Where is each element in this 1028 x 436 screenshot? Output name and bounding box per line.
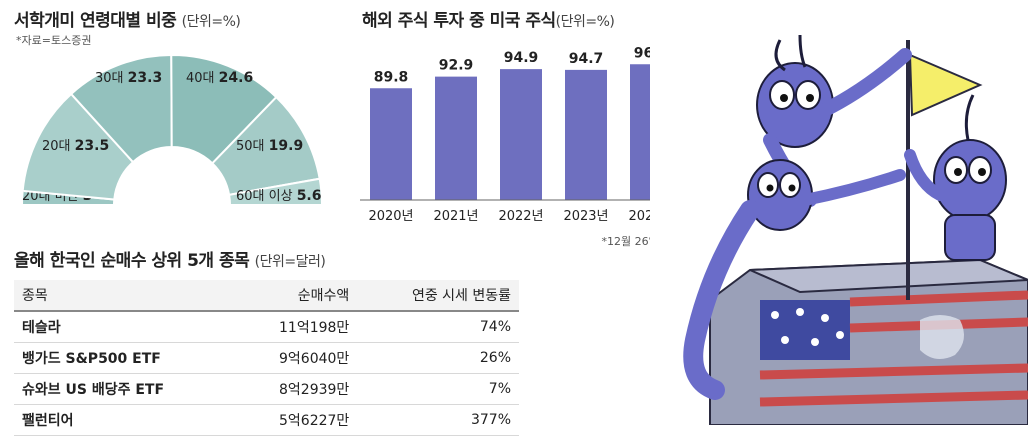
cell-net-buy: 9억6040만	[236, 342, 358, 374]
bar-value-label: 89.8	[374, 69, 409, 85]
table-row: 슈와브 US 배당주 ETF 8억2939만 7%	[14, 373, 519, 405]
slice-value: 23.5	[75, 138, 110, 154]
us-share-chart: 해외 주식 투자 중 미국 주식(단위=%) 89.8 2020년 92.9 2021…	[350, 0, 690, 250]
table-unit: (단위=달러)	[254, 254, 326, 270]
us-chart-unit: (단위=%)	[555, 14, 615, 30]
cell-net-buy: 11억198만	[236, 311, 358, 343]
slice-label: 20대 23.5	[42, 138, 109, 154]
cell-net-buy: 8억2939만	[236, 373, 358, 405]
slice-label: 50대 19.9	[236, 138, 303, 154]
age-chart-unit: (단위=%)	[181, 14, 241, 30]
us-chart-title: 해외 주식 투자 중 미국 주식(단위=%)	[362, 11, 615, 31]
cell-change: 7%	[357, 373, 519, 405]
table-title: 올해 한국인 순매수 상위 5개 종목 (단위=달러)	[14, 251, 326, 271]
cell-stock: 뱅가드 S&P500 ETF	[14, 342, 237, 374]
table-header-row: 종목 순매수액 연중 시세 변동률	[14, 280, 519, 312]
top-stocks-panel: 올해 한국인 순매수 상위 5개 종목 (단위=달러) 종목 순매수액 연중 시…	[0, 240, 535, 436]
cell-stock: 팰런티어	[14, 404, 237, 436]
slice-value: 19.9	[269, 138, 304, 154]
cell-change: 26%	[357, 342, 519, 374]
age-share-chart: 서학개미 연령대별 비중 (단위=%) *자료=토스증권 20대 미만 320대…	[0, 0, 345, 225]
bar-category-label: 2021년	[433, 209, 478, 224]
header-net-buy: 순매수액	[236, 280, 358, 312]
bar	[370, 88, 412, 200]
slice-label: 60대 이상 5.6	[236, 188, 322, 204]
cell-change: 74%	[357, 311, 519, 343]
donut-slice	[227, 177, 324, 206]
header-stock: 종목	[14, 280, 237, 312]
us-bar-svg: 89.82020년92.92021년94.92022년94.72023년96.2…	[360, 45, 685, 224]
ants-flag-illustration	[650, 0, 1028, 426]
bar-category-label: 2020년	[368, 209, 413, 224]
slice-value: 24.6	[219, 70, 254, 86]
age-chart-source: *자료=토스증권	[16, 34, 92, 47]
cell-stock: 테슬라	[14, 311, 237, 343]
age-chart-title: 서학개미 연령대별 비중 (단위=%)	[14, 11, 241, 31]
bar-value-label: 92.9	[439, 58, 474, 74]
cell-net-buy: 5억6227만	[236, 404, 358, 436]
header-change: 연중 시세 변동률	[357, 280, 519, 312]
table-row: 팰런티어 5억6227만 377%	[14, 404, 519, 436]
cell-stock: 슈와브 US 배당주 ETF	[14, 373, 237, 405]
slice-label: 30대 23.3	[95, 70, 162, 86]
slice-value: 5.6	[297, 188, 322, 204]
table-row: 뱅가드 S&P500 ETF 9억6040만 26%	[14, 342, 519, 374]
cell-change: 377%	[357, 404, 519, 436]
illustration-svg	[650, 0, 1028, 426]
top-stocks-table: 종목 순매수액 연중 시세 변동률 테슬라 11억198만 74% 뱅가드 S&…	[14, 280, 519, 436]
bar-category-label: 2023년	[563, 209, 608, 224]
bar-category-label: 2022년	[498, 209, 543, 224]
bar-value-label: 94.9	[504, 50, 539, 66]
bar	[435, 76, 477, 200]
slice-label: 40대 24.6	[186, 70, 253, 86]
table-row: 테슬라 11억198만 74%	[14, 311, 519, 343]
bar	[500, 69, 542, 200]
bar-value-label: 94.7	[569, 51, 604, 67]
slice-value: 23.3	[128, 70, 163, 86]
bar	[565, 69, 607, 200]
